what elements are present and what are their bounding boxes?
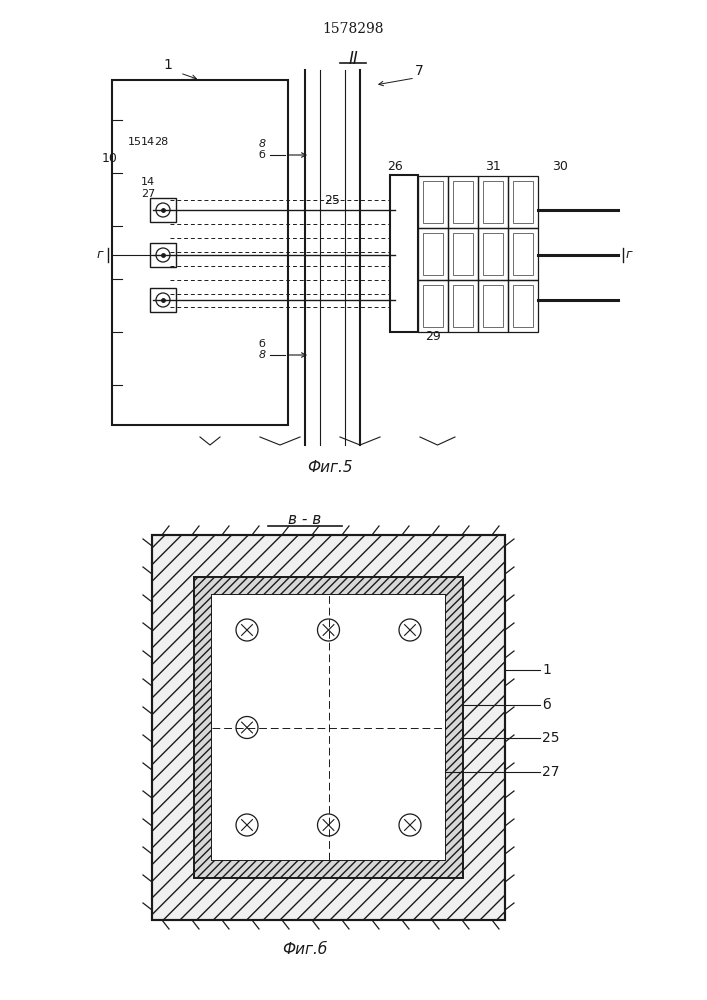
Bar	[448, 176, 478, 228]
Bar	[513, 181, 533, 223]
Text: 26: 26	[387, 160, 403, 173]
Bar	[418, 176, 448, 228]
Bar	[508, 176, 538, 228]
Bar	[194, 577, 463, 878]
Circle shape	[317, 814, 339, 836]
Bar	[150, 243, 176, 267]
Bar	[478, 280, 508, 332]
Bar	[418, 280, 448, 332]
Text: II: II	[348, 50, 358, 68]
Bar	[194, 577, 463, 878]
Text: 29: 29	[425, 330, 441, 343]
Circle shape	[317, 619, 339, 641]
Text: 1: 1	[163, 58, 173, 72]
Circle shape	[399, 814, 421, 836]
Text: 28: 28	[154, 137, 168, 147]
Text: 7: 7	[415, 64, 423, 78]
Text: в - в: в - в	[288, 512, 322, 527]
Circle shape	[156, 248, 170, 262]
Text: 1: 1	[542, 663, 551, 677]
Circle shape	[156, 293, 170, 307]
Text: 14: 14	[141, 137, 155, 147]
Bar	[423, 285, 443, 327]
Circle shape	[399, 619, 421, 641]
Text: г: г	[626, 248, 633, 261]
Text: 8: 8	[259, 139, 266, 149]
Circle shape	[236, 619, 258, 641]
Bar	[423, 181, 443, 223]
Bar	[152, 535, 505, 920]
Bar	[194, 860, 463, 878]
Text: г: г	[96, 248, 103, 261]
Bar	[390, 175, 418, 332]
Text: 31: 31	[485, 160, 501, 173]
Bar	[418, 228, 448, 280]
Circle shape	[156, 203, 170, 217]
Bar	[212, 595, 445, 860]
Text: 8: 8	[259, 350, 266, 360]
Text: 15: 15	[128, 137, 142, 147]
Bar	[194, 595, 212, 860]
Bar	[478, 228, 508, 280]
Text: 1578298: 1578298	[322, 22, 384, 36]
Bar	[448, 280, 478, 332]
Bar	[448, 228, 478, 280]
Bar	[445, 595, 463, 860]
Bar	[513, 285, 533, 327]
Bar	[423, 233, 443, 275]
Bar	[483, 285, 503, 327]
Text: Фиг.б: Фиг.б	[282, 942, 327, 957]
Bar	[150, 198, 176, 222]
Bar	[508, 228, 538, 280]
Circle shape	[236, 814, 258, 836]
Bar	[453, 181, 473, 223]
Bar	[508, 280, 538, 332]
Bar	[453, 285, 473, 327]
Bar	[152, 535, 505, 920]
Bar	[483, 233, 503, 275]
Text: б: б	[542, 698, 551, 712]
Text: Фиг.5: Фиг.5	[307, 460, 353, 475]
Bar	[112, 80, 288, 425]
Text: 14: 14	[141, 177, 155, 187]
Text: 25: 25	[542, 731, 559, 745]
Bar	[483, 181, 503, 223]
Text: б: б	[259, 339, 265, 349]
Bar	[478, 176, 508, 228]
Text: 27: 27	[141, 189, 155, 199]
Bar	[513, 233, 533, 275]
Text: б: б	[259, 150, 265, 160]
Bar	[453, 233, 473, 275]
Bar	[194, 577, 463, 595]
Text: 30: 30	[552, 160, 568, 173]
Bar	[150, 288, 176, 312]
Bar	[212, 595, 445, 860]
Text: 27: 27	[542, 765, 559, 779]
Text: 10: 10	[102, 152, 118, 165]
Circle shape	[236, 716, 258, 738]
Text: 25: 25	[324, 194, 340, 207]
